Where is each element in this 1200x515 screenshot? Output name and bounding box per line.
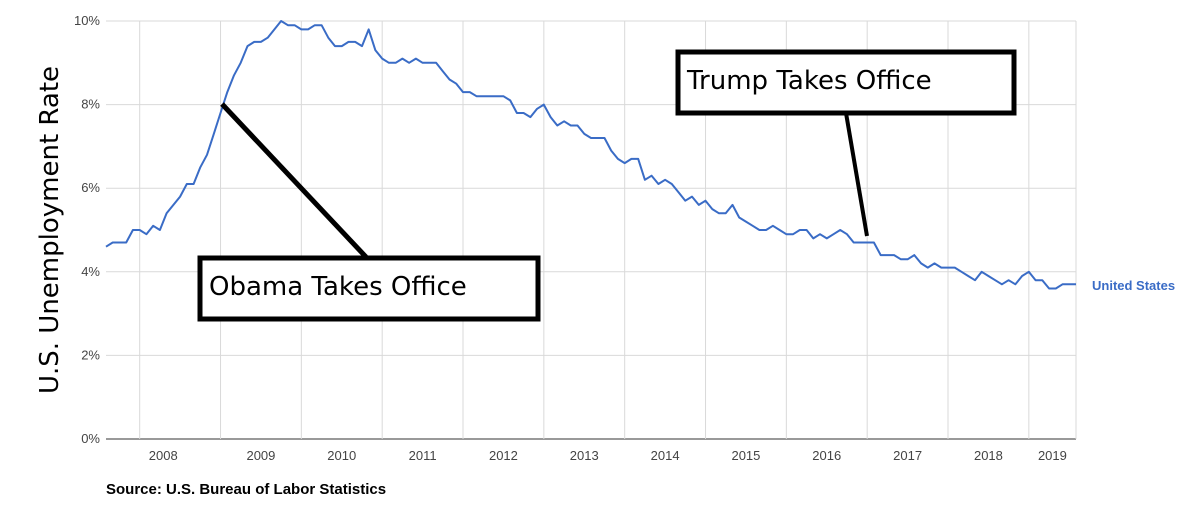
y-tick-label: 6% xyxy=(81,180,100,195)
y-tick-label: 4% xyxy=(81,264,100,279)
series-line-united-states xyxy=(105,20,1076,290)
x-tick-label: 2019 xyxy=(1038,448,1067,463)
series-layer xyxy=(105,20,1076,290)
x-tick-label: 2012 xyxy=(489,448,518,463)
annotation-text-obama: Obama Takes Office xyxy=(209,272,467,302)
y-tick-label: 2% xyxy=(81,347,100,362)
y-axis-ticks: 0% 2% 4% 6% 8% 10% xyxy=(74,13,100,446)
x-tick-label: 2013 xyxy=(570,448,599,463)
annotation-text-trump: Trump Takes Office xyxy=(686,66,932,96)
x-tick-label: 2008 xyxy=(149,448,178,463)
annotation-leader-trump xyxy=(844,112,869,237)
x-tick-label: 2015 xyxy=(731,448,760,463)
y-tick-label: 10% xyxy=(74,13,100,28)
x-tick-label: 2011 xyxy=(409,448,437,463)
y-tick-label: 0% xyxy=(81,431,100,446)
y-tick-label: 8% xyxy=(81,97,100,112)
annotation-box-obama xyxy=(197,255,541,322)
x-tick-label: 2016 xyxy=(812,448,841,463)
y-axis-label: U.S. Unemployment Rate xyxy=(35,66,65,394)
x-tick-label: 2010 xyxy=(327,448,356,463)
x-tick-label: 2014 xyxy=(651,448,680,463)
series-label-united-states: United States xyxy=(1092,278,1175,293)
x-tick-label: 2018 xyxy=(974,448,1003,463)
x-tick-label: 2017 xyxy=(893,448,922,463)
source-note: Source: U.S. Bureau of Labor Statistics xyxy=(106,481,386,498)
annotation-leader-obama xyxy=(220,102,368,259)
x-tick-label: 2009 xyxy=(246,448,275,463)
x-axis-ticks: 2008 2009 2010 2011 2012 2013 2014 2015 2016 2017… xyxy=(149,448,1067,463)
annotation-box-trump xyxy=(675,49,1017,116)
